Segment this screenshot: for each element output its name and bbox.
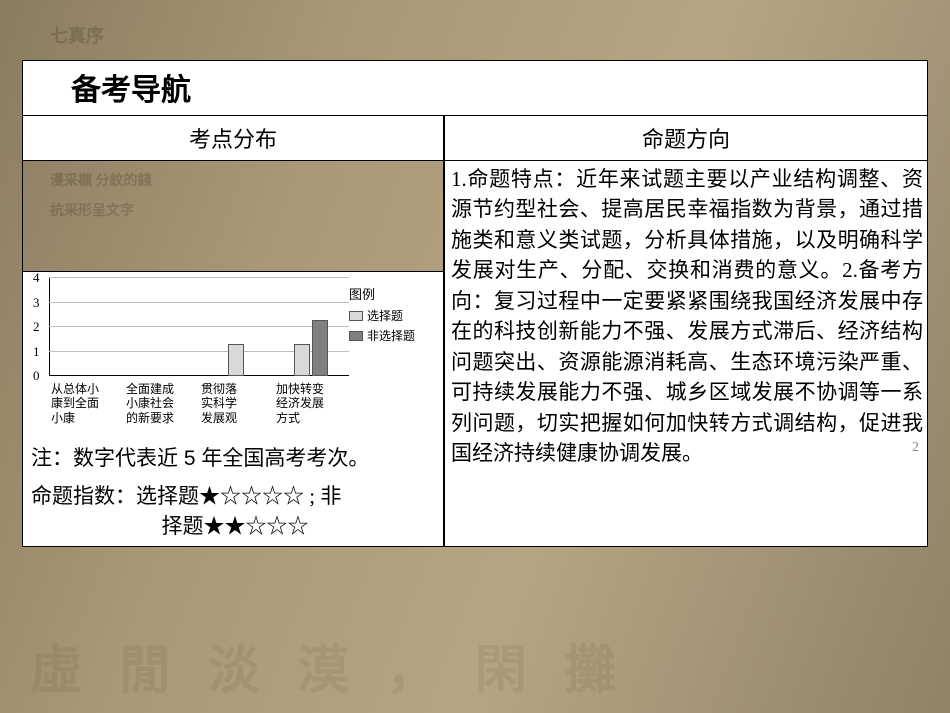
left-column: 考点分布 0 1 2 3 4 从总体小 康到全面 小康全面建成 小康社会 的新要求贯彻落 …	[22, 116, 444, 547]
right-body-text: 1.命题特点：近年来试题主要以产业结构调整、资源节约型社会、提高居民幸福指数为背…	[451, 167, 923, 465]
index-line-2: 择题★★☆☆☆	[31, 510, 439, 540]
ytick-label: 1	[33, 344, 40, 360]
bar	[294, 344, 310, 376]
ytick-label: 4	[33, 270, 40, 286]
xcategory-label: 从总体小 康到全面 小康	[49, 382, 124, 444]
ytick-label: 3	[33, 295, 40, 311]
legend-title: 图例	[349, 284, 435, 303]
right-header: 命题方向	[445, 116, 927, 161]
legend-label: 非选择题	[367, 327, 415, 344]
legend-item: 选择题	[349, 307, 435, 324]
page-number: 2	[912, 438, 919, 458]
chart-panel: 01234从总体小 康到全面 小康全面建成 小康社会 的新要求贯彻落 实科学 发…	[23, 271, 443, 398]
xcategory-label: 全面建成 小康社会 的新要求	[124, 382, 199, 444]
right-body: 1.命题特点：近年来试题主要以产业结构调整、资源节约型社会、提高居民幸福指数为背…	[445, 161, 927, 471]
legend-label: 选择题	[367, 307, 403, 324]
index-line: 命题指数：选择题★☆☆☆☆ ; 非 择题★★☆☆☆	[23, 476, 443, 546]
ytick-label: 0	[33, 368, 40, 384]
chart-legend: 图例 选择题非选择题	[349, 278, 435, 396]
slide-card: 备考导航 考点分布 0 1 2 3 4 从总体小 康到全面 小康全面建成 小康社会 的新要…	[22, 60, 928, 547]
xcategory-label: 加快转变 经济发展 方式	[274, 382, 349, 444]
legend-item: 非选择题	[349, 327, 435, 344]
bg-calligraphy-top: 七真序	[50, 22, 104, 48]
bar-group	[228, 344, 244, 376]
bar-chart: 01234从总体小 康到全面 小康全面建成 小康社会 的新要求贯彻落 实科学 发…	[29, 278, 437, 396]
bg-calligraphy-bottom: 虛 閒 淡 漠 ， 閑 攤	[30, 628, 628, 703]
left-body: 0 1 2 3 4 从总体小 康到全面 小康全面建成 小康社会 的新要求贯彻落 实科学 发…	[23, 271, 443, 546]
xcategory-label: 贯彻落 实科学 发展观	[199, 382, 274, 444]
bar	[312, 320, 328, 376]
two-column-layout: 考点分布 0 1 2 3 4 从总体小 康到全面 小康全面建成 小康社会 的新要求贯彻落 …	[22, 116, 928, 547]
legend-swatch	[349, 311, 363, 321]
legend-swatch	[349, 331, 363, 341]
ytick-label: 2	[33, 319, 40, 335]
left-header: 考点分布	[23, 116, 443, 161]
right-column: 命题方向 1.命题特点：近年来试题主要以产业结构调整、资源节约型社会、提高居民幸…	[444, 116, 928, 547]
slide-title: 备考导航	[22, 60, 928, 116]
index-line-1: 命题指数：选择题★☆☆☆☆ ; 非	[31, 484, 341, 508]
bar-group	[294, 320, 328, 376]
chart-axes: 01234从总体小 康到全面 小康全面建成 小康社会 的新要求贯彻落 实科学 发…	[29, 278, 349, 396]
bar	[228, 344, 244, 376]
